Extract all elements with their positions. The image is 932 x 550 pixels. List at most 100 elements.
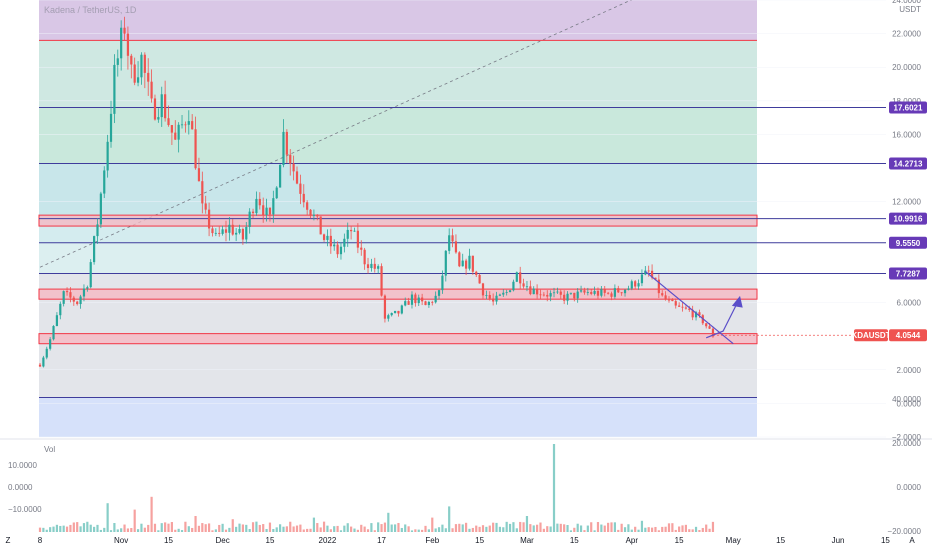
candle-body <box>613 288 616 297</box>
volume-bar <box>289 521 292 532</box>
candle-body <box>295 171 299 184</box>
volume-bar <box>262 524 265 532</box>
candle-body <box>346 229 349 239</box>
volume-bar <box>464 522 468 532</box>
volume-bar <box>109 530 113 532</box>
level-badge-label: 17.6021 <box>894 104 923 113</box>
candle-body <box>380 266 383 296</box>
volume-bar <box>650 527 654 532</box>
volume-bar <box>322 521 326 532</box>
volume-right-tick-label: −20.0000 <box>887 527 921 536</box>
candle-body <box>661 293 664 296</box>
volume-bar <box>434 528 437 532</box>
volume-right-tick-label: 40.0000 <box>892 395 921 404</box>
volume-bar <box>49 527 52 532</box>
candle-body <box>302 193 305 203</box>
volume-bar <box>99 529 102 532</box>
candle-body <box>383 295 387 319</box>
candle-body <box>180 124 184 126</box>
volume-bar <box>197 525 201 532</box>
volume-bar <box>147 524 150 532</box>
volume-bar <box>424 525 427 532</box>
auto-scale-button[interactable]: A <box>905 534 919 546</box>
volume-bar <box>231 519 234 532</box>
level-lines <box>39 39 886 399</box>
volume-bar <box>579 525 583 532</box>
volume-bar <box>191 527 194 532</box>
volume-bar <box>373 530 376 532</box>
volume-bar <box>654 526 657 532</box>
volume-bar <box>661 526 664 532</box>
candle-body <box>306 202 309 210</box>
candle-body <box>265 207 268 216</box>
candle-body <box>126 33 130 56</box>
candle-body <box>529 286 532 295</box>
candle-body <box>654 277 657 280</box>
volume-bar <box>360 524 363 532</box>
candle-body <box>448 235 451 251</box>
candle-body <box>329 235 332 247</box>
candle-body <box>221 229 224 234</box>
time-tick-label: 15 <box>164 536 173 545</box>
candle-body <box>698 312 701 316</box>
volume-bar <box>306 528 309 532</box>
level-badge-label: 9.5550 <box>896 239 921 248</box>
candle-body <box>167 118 170 126</box>
volume-bar <box>187 526 190 532</box>
volume-bar <box>529 524 532 532</box>
time-tick-label: Nov <box>114 536 128 545</box>
candle-body <box>72 297 75 302</box>
candle-body <box>485 295 488 296</box>
candle-body <box>282 131 285 166</box>
volume-bar <box>427 529 430 532</box>
volume-bar <box>201 523 204 532</box>
volume-bar <box>120 528 123 532</box>
candle-body <box>603 289 606 293</box>
time-tick-label: Dec <box>215 536 229 545</box>
volume-bar <box>576 523 579 532</box>
candle-body <box>52 326 55 340</box>
volume-bar <box>492 522 495 532</box>
price-tick-label: 20.0000 <box>892 63 921 72</box>
time-tick-label: 8 <box>38 536 43 545</box>
level-badge <box>889 267 927 280</box>
price-tick-label: 16.0000 <box>892 130 921 139</box>
time-axis[interactable]: 8 Nov 15 Dec 15 2022 17 Feb 15 Mar 15 Apr 15 May 15 Jun… <box>38 536 891 545</box>
candle-body <box>150 81 153 99</box>
candle-body <box>607 292 610 294</box>
volume-bar <box>437 527 441 532</box>
candle-body <box>326 235 329 240</box>
candle-body <box>617 288 620 293</box>
volume-bar <box>681 525 684 532</box>
symbol-title: Kadena / TetherUS, 1D <box>44 5 137 15</box>
volume-bar <box>184 521 187 532</box>
volume-bar <box>346 523 349 532</box>
volume-bar <box>495 522 498 532</box>
time-tick-label: May <box>726 536 741 545</box>
candle-body <box>197 168 201 182</box>
candle-body <box>373 263 376 269</box>
volume-tick-label: −10.0000 <box>8 505 42 514</box>
zoom-button[interactable]: Z <box>2 534 14 546</box>
candle-body <box>59 303 62 316</box>
volume-bar <box>278 524 282 532</box>
volume-bar <box>45 529 48 532</box>
candle-body <box>691 309 694 318</box>
candle-body <box>566 293 569 301</box>
price-axis[interactable]: 24.0000 22.0000 20.0000 18.0000 16.0000 12.00… <box>892 0 922 442</box>
volume-bar <box>657 530 660 532</box>
candle-body <box>218 232 221 234</box>
candle-body <box>569 292 573 294</box>
time-tick-label: 2022 <box>319 536 337 545</box>
candle-body <box>515 272 518 282</box>
volume-bar <box>96 524 99 532</box>
volume-bar <box>640 520 644 532</box>
time-tick-label: 15 <box>475 536 484 545</box>
price-tick-label: 0.0000 <box>897 399 922 408</box>
candle-body <box>552 292 556 294</box>
candle-body <box>248 211 251 227</box>
candle-body <box>542 294 545 296</box>
candle-body <box>508 290 512 293</box>
candle-body <box>556 291 559 293</box>
